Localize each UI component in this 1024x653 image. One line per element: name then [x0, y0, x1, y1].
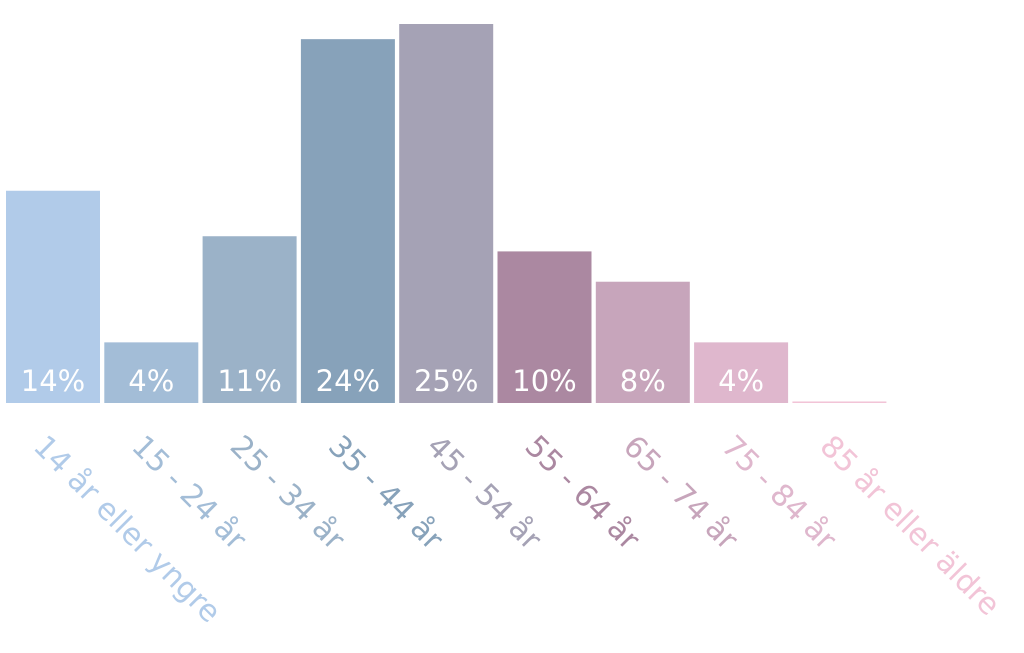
value-label: 4%: [718, 364, 764, 398]
value-label: 4%: [128, 364, 174, 398]
x-tick-label: 14 år eller yngre: [26, 429, 227, 630]
bar: [104, 342, 199, 403]
value-label: 11%: [217, 364, 281, 398]
bar: [202, 236, 297, 403]
value-label: 14%: [21, 364, 85, 398]
bar: [6, 190, 100, 403]
bar: [399, 24, 494, 403]
bar: [694, 342, 789, 403]
bar: [300, 39, 395, 403]
bar: [497, 251, 592, 403]
x-tick-label: 85 år eller äldre: [813, 429, 1007, 623]
value-label: 25%: [414, 364, 478, 398]
value-label: 8%: [620, 364, 666, 398]
bar: [595, 281, 690, 403]
value-label: 24%: [316, 364, 380, 398]
bar: [792, 401, 887, 403]
value-label: 10%: [512, 364, 576, 398]
